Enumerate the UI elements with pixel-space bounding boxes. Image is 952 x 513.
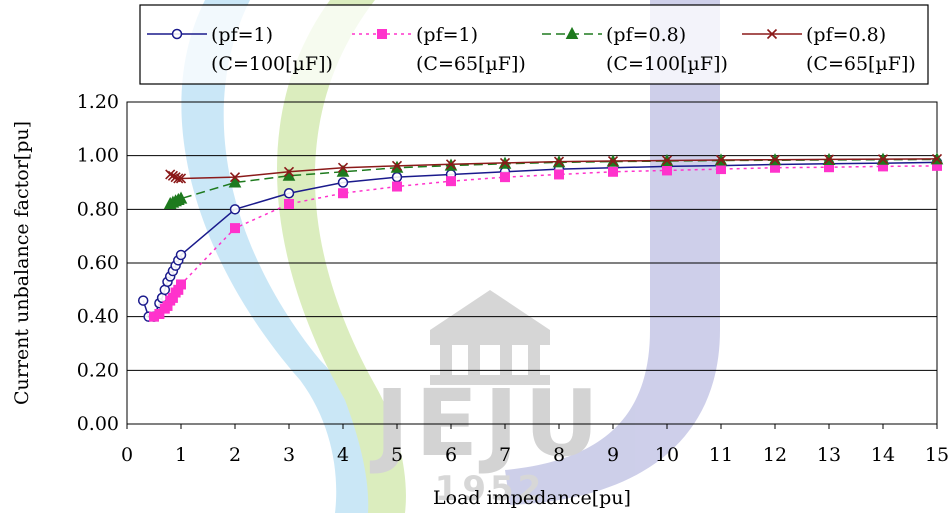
legend-label-line2: (C=100[µF]): [606, 53, 728, 75]
y-axis-ticks: 0.00 0.20 0.40 0.60 0.80 1.00 1.20: [77, 91, 119, 435]
data-point: [154, 308, 165, 319]
data-point: [607, 155, 619, 167]
legend-item-2: (pf=1) (C=65[µF]): [352, 24, 526, 75]
data-point: [769, 154, 781, 165]
legend-frame: [139, 4, 929, 85]
legend-label-line1: (pf=0.8): [806, 24, 886, 46]
watermark-blue-arc: [181, 0, 373, 513]
data-point: [553, 156, 565, 167]
data-point: [716, 164, 726, 175]
legend-item-4: (pf=0.8) (C=65[µF]): [742, 24, 916, 75]
data-point: [167, 170, 178, 181]
data-point: [137, 295, 149, 306]
x-axis-title: Load impedance[pu]: [433, 487, 631, 509]
y-axis-title: Current unbalance factor[pu]: [11, 121, 33, 405]
legend-marker: [766, 28, 778, 40]
data-point: [175, 249, 187, 261]
data-point: [230, 223, 240, 234]
x-tick-label: 3: [283, 444, 295, 466]
legend: (pf=1)(C=100[µF])(pf=1)(C=65[µF])(pf=0.8…: [139, 4, 929, 85]
data-point: [391, 160, 403, 171]
grid: [127, 155, 937, 371]
legend-label-line1: (pf=1): [416, 24, 478, 46]
data-point: [608, 166, 618, 177]
data-point: [661, 155, 673, 166]
legend-item-1: (pf=1) (C=100[µF]): [147, 24, 333, 75]
x-axis-ticks: 0 1 2 3 4 5 6 7 8 9 10 11 12 13 14 15: [121, 424, 949, 466]
x-tick-label: 11: [709, 444, 733, 466]
data-point: [228, 175, 242, 188]
x-tick-label: 9: [607, 444, 619, 466]
data-point: [337, 177, 349, 188]
data-point: [229, 172, 241, 183]
x-tick-label: 6: [445, 444, 457, 466]
data-point: [391, 171, 403, 183]
x-tick-label: 4: [337, 444, 349, 466]
x-tick-label: 15: [925, 444, 949, 466]
data-point: [445, 159, 457, 170]
legend-label-line1: (pf=0.8): [606, 24, 686, 46]
y-tick-label: 0.00: [77, 413, 119, 435]
data-point: [174, 191, 188, 204]
data-point: [500, 172, 510, 183]
y-tick-label: 0.80: [77, 198, 119, 220]
series-4: [165, 153, 943, 184]
watermark-purple-arc: [505, 0, 720, 505]
legend-marker: [171, 28, 183, 40]
x-tick-label: 5: [391, 444, 403, 466]
watermark-green-arc: [276, 0, 406, 513]
legend-marker: [377, 29, 387, 39]
y-tick-label: 0.60: [77, 252, 119, 274]
data-point: [338, 188, 348, 199]
data-point: [176, 279, 186, 290]
y-tick-label: 1.20: [77, 91, 119, 113]
legend-item-3: (pf=0.8) (C=100[µF]): [542, 24, 728, 75]
x-tick-label: 2: [229, 444, 241, 466]
series-group: [137, 152, 944, 322]
legend-label-line2: (C=65[µF]): [806, 53, 916, 75]
watermark-emblem: [430, 290, 550, 385]
data-point: [283, 187, 295, 199]
data-point: [392, 181, 402, 192]
data-point: [173, 173, 184, 184]
data-point: [554, 169, 564, 180]
legend-marker: [565, 26, 579, 39]
legend-label-line2: (C=65[µF]): [416, 53, 526, 75]
y-tick-label: 0.40: [77, 306, 119, 328]
x-tick-label: 12: [763, 444, 787, 466]
data-point: [284, 198, 294, 209]
x-tick-label: 10: [655, 444, 679, 466]
data-point: [877, 154, 889, 165]
legend-label-line1: (pf=1): [211, 24, 273, 46]
y-tick-label: 0.20: [77, 359, 119, 381]
data-point: [499, 157, 511, 168]
x-tick-label: 1: [175, 444, 187, 466]
x-tick-label: 8: [553, 444, 565, 466]
data-point: [165, 169, 176, 180]
data-point: [229, 204, 241, 215]
x-tick-label: 7: [499, 444, 511, 466]
data-point: [662, 165, 672, 176]
watermark-year: 1952: [435, 469, 546, 509]
data-point: [446, 176, 456, 187]
x-tick-label: 0: [121, 444, 133, 466]
data-point: [715, 154, 727, 166]
data-point: [337, 162, 349, 173]
series-2: [149, 160, 942, 322]
y-tick-label: 1.00: [77, 145, 119, 167]
data-point: [175, 173, 187, 184]
x-tick-label: 13: [817, 444, 841, 466]
data-point: [931, 153, 943, 164]
data-point: [283, 166, 295, 177]
legend-label-line2: (C=100[µF]): [211, 53, 333, 75]
x-tick-label: 14: [871, 444, 895, 466]
data-point: [823, 154, 835, 165]
